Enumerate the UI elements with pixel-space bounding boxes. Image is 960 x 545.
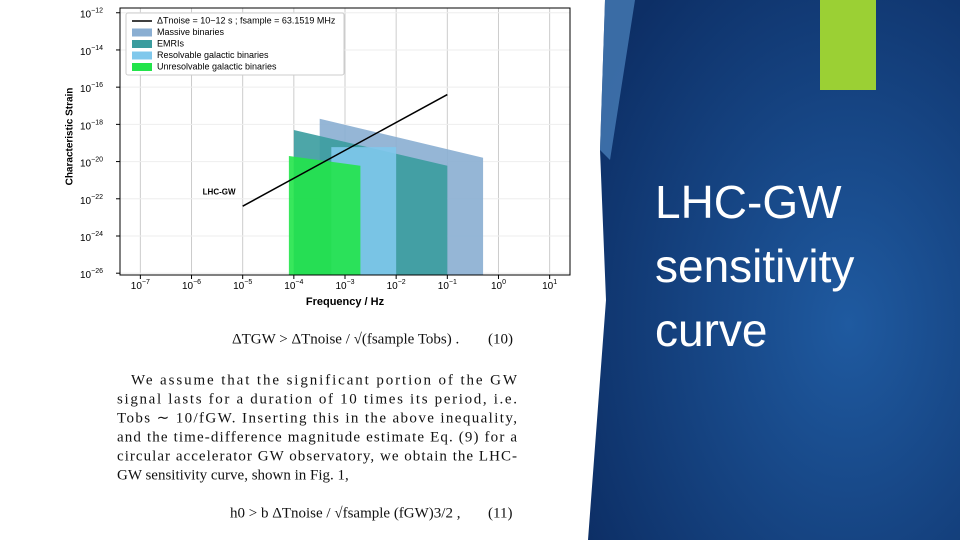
legend-label: Resolvable galactic binaries xyxy=(157,50,269,60)
y-tick-label: 10−22 xyxy=(80,194,103,207)
accent-bar xyxy=(820,0,876,90)
y-tick-label: 10−12 xyxy=(80,8,103,21)
blue-panel xyxy=(588,0,960,540)
paragraph-line: circular accelerator GW observatory, we … xyxy=(117,448,517,464)
paragraph-line: and the time-difference magnitude estima… xyxy=(117,429,517,445)
legend-label: Massive binaries xyxy=(157,27,225,37)
panel-edge xyxy=(600,0,635,160)
paragraph-line: Tobs ∼ 10/fGW. Inserting this in the abo… xyxy=(117,410,517,426)
legend-label: EMRIs xyxy=(157,38,185,48)
equation: h0 > b ΔTnoise / √fsample (fGW)3/2 , xyxy=(230,505,460,521)
legend-swatch xyxy=(132,40,152,48)
y-tick-label: 10−18 xyxy=(80,119,103,132)
slide-title: LHC-GW sensitivity curve xyxy=(655,176,854,356)
y-axis-label: Characteristic Strain xyxy=(65,88,76,186)
y-tick-label: 10−26 xyxy=(80,268,103,281)
paper-text: ΔTGW > ΔTnoise / √(fsample Tobs) . (10) We… xyxy=(117,331,518,521)
legend-swatch xyxy=(132,51,152,60)
y-tick-label: 10−16 xyxy=(80,82,103,95)
x-tick-label: 10−6 xyxy=(182,279,201,292)
x-tick-label: 100 xyxy=(491,279,506,292)
x-tick-label: 101 xyxy=(542,279,557,292)
legend-label: ΔTnoise = 10−12 s ; fsample = 63.1519 MH… xyxy=(157,15,336,25)
chart: 10−7 10−6 10−5 10−4 10−3 10−2 10−1 100 101 10−12 1… xyxy=(65,7,571,308)
paragraph-line: We assume that the significant portion o… xyxy=(131,372,518,388)
legend-label: Unresolvable galactic binaries xyxy=(157,61,277,71)
area xyxy=(288,155,361,275)
y-tick-label: 10−14 xyxy=(80,45,103,58)
title-line: LHC-GW xyxy=(655,176,842,228)
legend-box xyxy=(125,12,345,76)
x-tick-label: 10−5 xyxy=(233,279,252,292)
title-line: curve xyxy=(655,304,767,356)
plot-frame xyxy=(119,7,571,276)
line xyxy=(242,93,448,207)
equation: ΔTGW > ΔTnoise / √(fsample Tobs) . xyxy=(232,331,459,347)
paragraph-line: signal lasts for a duration of 10 times … xyxy=(117,391,517,407)
annotation: LHC-GW xyxy=(203,187,236,196)
x-tick-label: 10−7 xyxy=(131,279,150,292)
x-tick-label: 10−3 xyxy=(335,279,354,292)
legend-swatch xyxy=(132,63,152,71)
equation-number: (10) xyxy=(488,331,513,347)
x-axis-label: Frequency / Hz xyxy=(306,296,385,308)
title-line: sensitivity xyxy=(655,240,854,292)
y-tick-label: 10−24 xyxy=(80,231,103,244)
x-tick-label: 10−2 xyxy=(387,279,406,292)
equation-number: (11) xyxy=(488,505,512,521)
paragraph-line: GW sensitivity curve, shown in Fig. 1, xyxy=(117,467,349,483)
legend-swatch xyxy=(132,28,152,37)
y-tick-label: 10−20 xyxy=(80,156,103,169)
x-tick-label: 10−1 xyxy=(438,279,457,292)
x-tick-label: 10−4 xyxy=(284,279,303,292)
